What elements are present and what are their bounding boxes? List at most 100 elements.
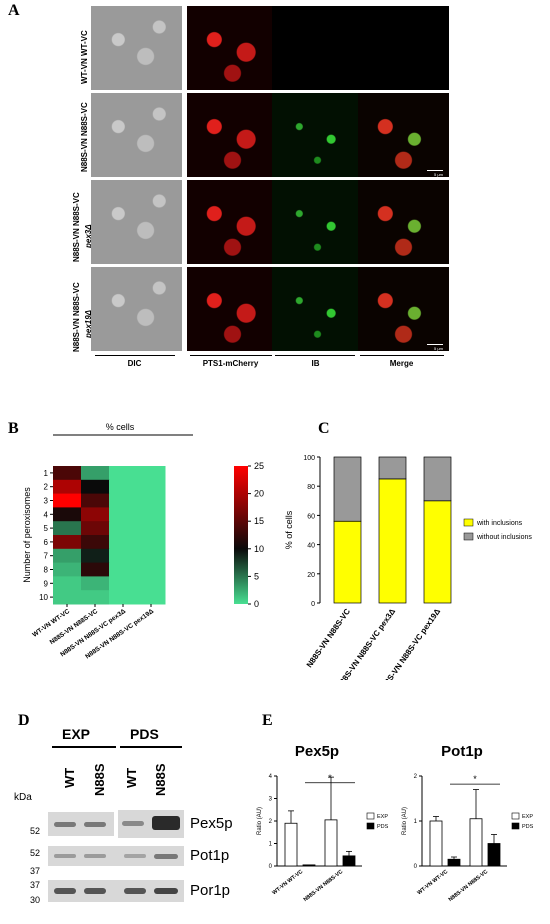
heatmap-top-label: % cells [106, 422, 135, 432]
micrograph-merge-row2: 5 μm [358, 93, 449, 177]
protein-label-por1p: Por1p [190, 882, 231, 899]
heatmap-col-label: N88S-VN N88S-VC [49, 608, 100, 646]
micrograph-ib-row1 [272, 6, 363, 90]
stacked-bar-segment [333, 456, 362, 522]
pex5p-significance-star: * [328, 773, 332, 783]
heatmap-cell [81, 590, 110, 605]
lane-label-4: N88S [153, 763, 168, 796]
heatmap-cell [81, 562, 110, 577]
heatmap-cell [137, 535, 166, 550]
stacked-ylabel: % of cells [284, 510, 294, 549]
colorbar-tick-label: 5 [254, 571, 259, 581]
pot1p-title: Pot1p [441, 743, 483, 760]
pex5p-y-tick-label: 3 [269, 797, 273, 803]
micrograph-ib-row2 [272, 93, 363, 177]
legend-label: without inclusions [476, 534, 532, 541]
panel-a-letter: A [8, 2, 20, 19]
heatmap-cell [53, 466, 82, 481]
stacked-y-tick-label: 0 [311, 601, 315, 608]
kda-label: kDa [14, 792, 32, 803]
micrograph-ib-row3 [272, 180, 363, 264]
stacked-bar-segment [423, 500, 452, 604]
lane-label-2: N88S [92, 763, 107, 796]
heatmap-cell [137, 466, 166, 481]
blot-por1p [48, 880, 184, 902]
blot-pot1p [48, 846, 184, 866]
heatmap-ylabel: Number of peroxisomes [22, 487, 32, 583]
pex5p-legend-swatch [366, 812, 375, 820]
heatmap-row-label: 4 [44, 510, 49, 519]
micrograph-merge-row3 [358, 180, 449, 264]
heatmap-cell [137, 493, 166, 508]
heatmap-cell [109, 507, 138, 522]
panel-c-letter: C [318, 420, 330, 437]
stacked-y-tick-label: 40 [307, 543, 315, 550]
colorbar-tick-label: 0 [254, 599, 259, 609]
heatmap-cell [137, 479, 166, 495]
group-label-exp: EXP [62, 726, 91, 742]
group-label-pds: PDS [130, 726, 159, 742]
heatmap-cell [109, 535, 138, 550]
micrograph-mcherry-row2 [187, 93, 278, 177]
stacked-category-label: N88S-VN N88S-VC [305, 607, 353, 670]
row-label-1: WT-VN WT-VC [80, 30, 89, 84]
pot1p-y-tick-label: 0 [414, 864, 418, 870]
stacked-y-tick-label: 100 [303, 455, 315, 462]
micrograph-ib-row4 [272, 267, 363, 351]
heatmap-cell [53, 493, 82, 508]
group-rule-exp [52, 746, 116, 748]
blot-pex5p-exp [48, 812, 114, 836]
heatmap-cell [81, 576, 110, 591]
pex5p-bar [284, 822, 298, 867]
pot1p-category-label: N88S-VN N88S-VC [448, 869, 490, 903]
pex5p-bar [302, 864, 316, 867]
pex5p-title: Pex5p [295, 743, 339, 760]
heatmap-cell [109, 466, 138, 481]
pot1p-significance-star: * [473, 774, 477, 784]
row-label-3: N88S-VN N88S-VC [72, 192, 81, 262]
panel-d-letter: D [18, 712, 30, 729]
micrograph-dic-row2 [91, 93, 182, 177]
pot1p-y-tick-label: 2 [414, 774, 418, 780]
micrograph-merge-row1 [358, 6, 449, 90]
scale-bar-row4 [427, 344, 443, 345]
heatmap-cell [109, 548, 138, 564]
col-label-dic: DIC [127, 359, 142, 368]
heatmap-cell [81, 521, 110, 536]
heatmap-cell [53, 479, 82, 495]
pot1p-y-tick-label: 1 [414, 819, 418, 825]
pot1p-ylabel: Ratio (AU) [402, 807, 408, 835]
heatmap-cell [53, 507, 82, 522]
pex5p-bar [324, 819, 338, 867]
heatmap-cell [53, 576, 82, 591]
pex5p-legend-label: EXP [377, 814, 388, 820]
pex5p-legend-swatch [366, 822, 375, 830]
pot1p-bar [429, 820, 443, 867]
heatmap-cell [53, 548, 82, 564]
heatmap-cell [109, 576, 138, 591]
heatmap-cell [109, 479, 138, 495]
micrograph-dic-row1 [91, 6, 182, 90]
micrograph-mcherry-row4 [187, 267, 278, 351]
pot1p-bar [469, 818, 483, 867]
colorbar-tick-label: 20 [254, 489, 264, 499]
heatmap-row-label: 8 [44, 566, 49, 575]
heatmap-row-label: 5 [44, 524, 49, 533]
heatmap-row-label: 3 [44, 497, 49, 506]
panel-b-letter: B [8, 420, 19, 437]
pex5p-ylabel: Ratio (AU) [257, 807, 263, 835]
heatmap-cell [81, 466, 110, 481]
col-rule-mcherry [190, 355, 272, 356]
heatmap-cell [137, 590, 166, 605]
pex5p-bar [342, 855, 356, 867]
marker-52-a: 52 [30, 826, 41, 836]
heatmap-cell [137, 548, 166, 564]
micrograph-mcherry-row1 [187, 6, 278, 90]
scale-label-row4: 5 μm [434, 346, 443, 351]
heatmap-row-label: 7 [44, 552, 49, 561]
scale-bar [427, 170, 443, 171]
heatmap-cell [81, 535, 110, 550]
stacked-y-tick-label: 80 [307, 484, 315, 491]
